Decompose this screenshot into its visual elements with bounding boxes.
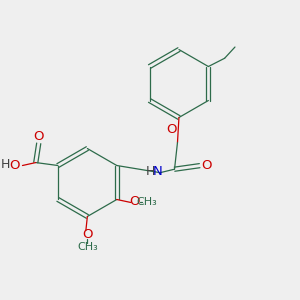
Text: O: O — [9, 159, 20, 172]
Text: O: O — [129, 195, 140, 208]
Text: CH₃: CH₃ — [77, 242, 98, 252]
Text: O: O — [166, 123, 177, 136]
Text: O: O — [82, 228, 93, 241]
Text: O: O — [34, 130, 44, 143]
Text: H: H — [146, 165, 156, 178]
Text: CH₃: CH₃ — [137, 197, 158, 207]
Text: O: O — [201, 159, 211, 172]
Text: N: N — [153, 165, 163, 178]
Text: H: H — [1, 158, 10, 171]
